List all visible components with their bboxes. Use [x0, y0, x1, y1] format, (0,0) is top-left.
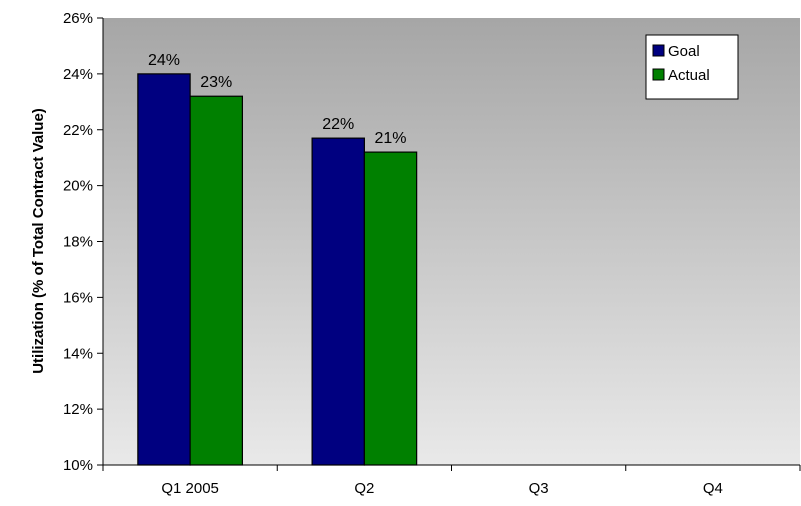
y-tick-label-8: 26% — [63, 10, 93, 27]
legend: Goal Actual — [645, 34, 739, 100]
y-tick-label-1: 12% — [63, 401, 93, 418]
x-tick-label-1: Q2 — [354, 480, 374, 497]
x-tick-label-2: Q3 — [529, 480, 549, 497]
bar-actual-1 — [363, 151, 418, 466]
bars-layer — [137, 73, 418, 466]
y-tick-label-5: 20% — [63, 178, 93, 195]
bar-actual-0 — [189, 95, 244, 466]
legend-label-actual: Actual — [668, 67, 710, 84]
bar-goal-1 — [311, 137, 365, 466]
data-label-actual-1: 21% — [374, 130, 406, 147]
data-label-goal-1: 22% — [322, 116, 354, 133]
y-tick-label-3: 16% — [63, 289, 93, 306]
data-label-actual-0: 23% — [200, 74, 232, 91]
y-tick-label-4: 18% — [63, 234, 93, 251]
legend-label-goal: Goal — [668, 43, 700, 60]
y-tick-label-6: 22% — [63, 122, 93, 139]
y-tick-label-7: 24% — [63, 66, 93, 83]
y-axis-title: Utilization (% of Total Contract Value) — [30, 108, 47, 374]
x-tick-label-3: Q4 — [703, 480, 723, 497]
legend-swatch-goal — [652, 44, 665, 57]
bar-goal-0 — [137, 73, 191, 466]
axes-layer: 10% 12% 14% 16% 18% 20% 22% 24% 26% Q1 2005 Q2 Q3 Q4 — [63, 10, 801, 497]
labels-layer: 24% 22% 23% 21% — [148, 52, 407, 147]
y-tick-label-0: 10% — [63, 457, 93, 474]
legend-swatch-actual — [652, 68, 665, 81]
data-label-goal-0: 24% — [148, 52, 180, 69]
x-tick-label-0: Q1 2005 — [161, 480, 219, 497]
y-tick-label-2: 14% — [63, 345, 93, 362]
